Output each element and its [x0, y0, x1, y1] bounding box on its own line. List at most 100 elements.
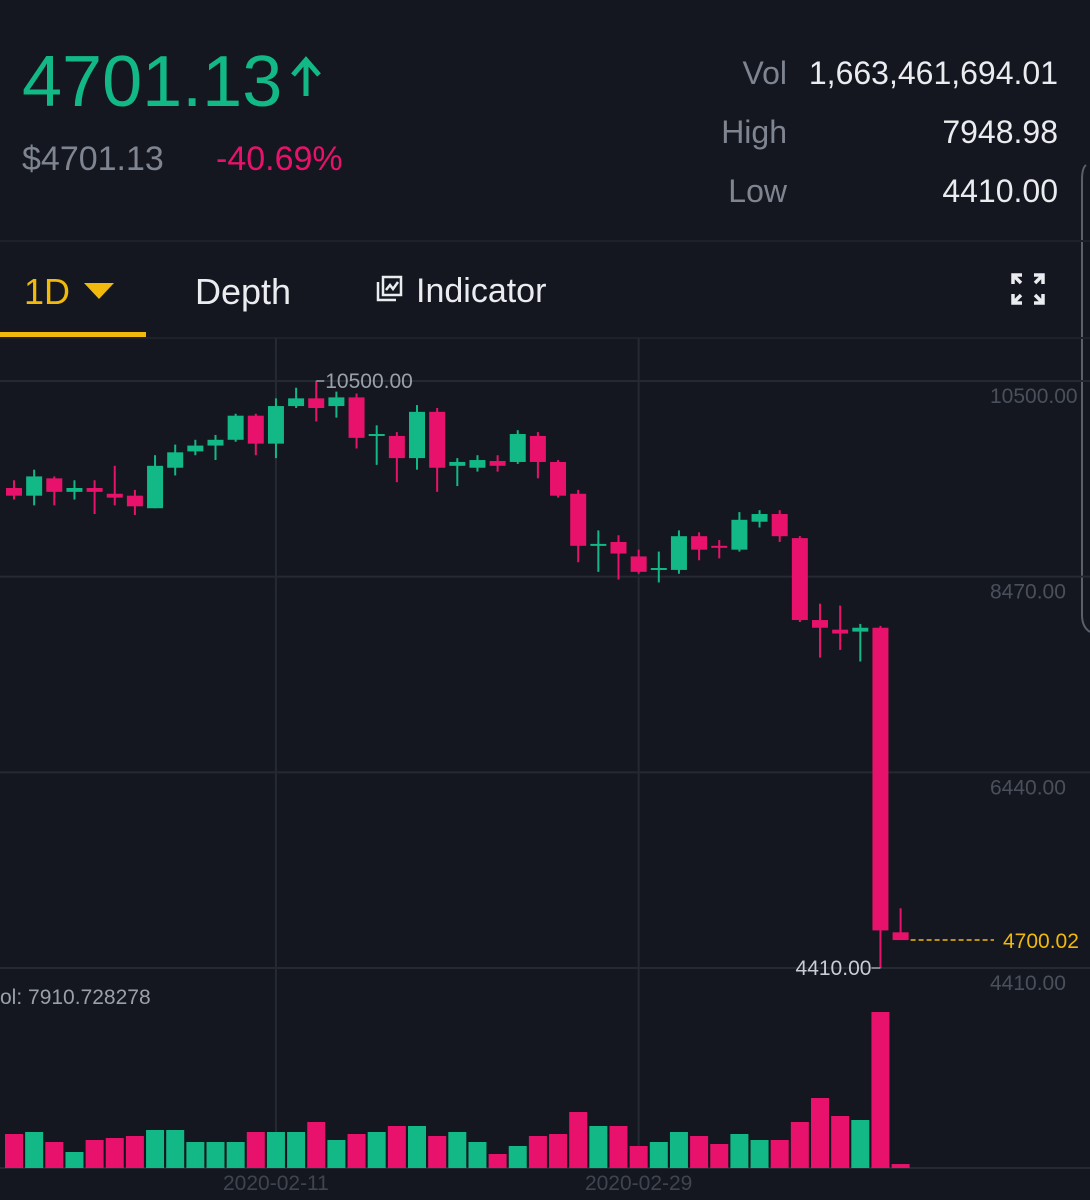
tab-label[interactable]: Depth	[195, 271, 291, 312]
volume-bar	[5, 1134, 23, 1168]
volume-bar	[25, 1132, 44, 1168]
indicator-icon[interactable]	[381, 275, 403, 297]
volume-bar	[549, 1134, 568, 1168]
volume-bar	[891, 1164, 910, 1168]
candle-body	[872, 627, 889, 931]
volume-bar	[65, 1152, 84, 1168]
candle-body	[650, 567, 667, 570]
tab-underline	[0, 332, 146, 337]
candle-body	[288, 398, 305, 407]
stat-label: Low	[728, 173, 788, 209]
stat-label: Vol	[743, 55, 787, 91]
volume-bar	[629, 1146, 648, 1168]
y-tick-label: 10500.00	[990, 385, 1078, 408]
candle-body	[6, 487, 22, 496]
candle-body	[308, 398, 325, 408]
candle-body	[348, 397, 365, 438]
fullscreen-button[interactable]	[1011, 273, 1045, 305]
candle-body	[449, 461, 466, 466]
candle-body	[469, 460, 486, 468]
volume-bar	[669, 1132, 688, 1168]
volume-bar	[266, 1132, 285, 1168]
candle-body	[691, 536, 708, 550]
volume-bar	[468, 1142, 487, 1168]
tab-label[interactable]: 1D	[24, 271, 70, 312]
candle-body	[409, 411, 425, 459]
candle-body	[187, 445, 204, 452]
x-tick-label: 2020-02-11	[223, 1172, 329, 1195]
volume-bar	[428, 1136, 447, 1168]
y-tick-label: 4410.00	[990, 972, 1066, 995]
volume-bar	[45, 1142, 64, 1168]
candle-body	[610, 541, 627, 554]
candle-body	[126, 495, 143, 507]
candle-body	[368, 434, 385, 437]
volume-bar	[690, 1136, 709, 1168]
volume-bar	[790, 1122, 809, 1168]
candle-body	[852, 627, 869, 632]
candle-body	[227, 415, 244, 440]
candle-body	[892, 932, 909, 941]
volume-bar	[146, 1130, 165, 1168]
candle-body	[26, 476, 43, 496]
candle-body	[147, 465, 164, 509]
candle-body	[86, 487, 103, 492]
volume-bar	[730, 1134, 749, 1168]
candle-body	[207, 439, 224, 446]
fiat-price: $4701.13	[22, 140, 164, 178]
candle-body	[167, 452, 184, 468]
stat-value: 7948.98	[942, 114, 1058, 150]
scroll-edge	[1081, 164, 1090, 633]
dropdown-icon[interactable]	[84, 283, 114, 299]
candle-body	[66, 487, 83, 492]
volume-bar	[811, 1098, 829, 1168]
volume-bar	[226, 1142, 245, 1168]
tab-label[interactable]: Indicator	[416, 272, 546, 310]
candle-body	[106, 493, 123, 498]
volume-bar	[307, 1122, 326, 1168]
candle-body	[670, 536, 687, 570]
y-tick-label: 8470.00	[990, 581, 1066, 604]
candle-body	[550, 461, 567, 496]
volume-bar	[871, 1012, 890, 1168]
volume-label: ol: 7910.728278	[0, 986, 151, 1009]
volume-bar	[166, 1130, 185, 1168]
candle-body	[489, 461, 506, 466]
volume-bar	[85, 1140, 104, 1168]
tab-1d[interactable]: 1D	[24, 271, 114, 312]
candle-body	[247, 415, 264, 444]
volume-bar	[448, 1132, 467, 1168]
x-tick-label: 2020-02-29	[585, 1172, 692, 1195]
high-marker-label: 10500.00	[325, 370, 413, 393]
last-price-bg	[998, 926, 1090, 955]
candle-body	[46, 478, 63, 492]
volume-bar	[589, 1126, 608, 1168]
volume-bar	[327, 1140, 346, 1168]
volume-bar	[831, 1116, 850, 1168]
candle-body	[791, 538, 808, 621]
candle-body	[590, 543, 607, 546]
volume-bar	[508, 1146, 527, 1168]
indicator-icon[interactable]	[376, 281, 400, 302]
candle-body	[731, 519, 748, 550]
chart: 10500.00 8470.00 6440.00 4410.00 2020-02-11 2…	[0, 338, 1090, 1195]
volume-bar	[528, 1136, 547, 1168]
volume-bar	[367, 1132, 386, 1168]
volume-bar	[649, 1142, 668, 1168]
candle-body	[529, 435, 546, 462]
change-percent: -40.69%	[216, 140, 343, 178]
volume-bar	[851, 1120, 870, 1168]
stat-value: 1,663,461,694.01	[809, 55, 1058, 91]
volume-bar	[488, 1154, 507, 1168]
volume-bar	[287, 1132, 306, 1168]
volume-bar	[609, 1126, 628, 1168]
low-marker-label: 4410.00	[796, 957, 872, 980]
volume-bar	[246, 1132, 265, 1168]
candle-body	[509, 434, 526, 462]
candle-body	[429, 411, 446, 468]
stat-value: 4410.00	[942, 173, 1058, 209]
tab-indicator[interactable]: Indicator	[376, 272, 546, 310]
candle-body	[751, 514, 768, 522]
